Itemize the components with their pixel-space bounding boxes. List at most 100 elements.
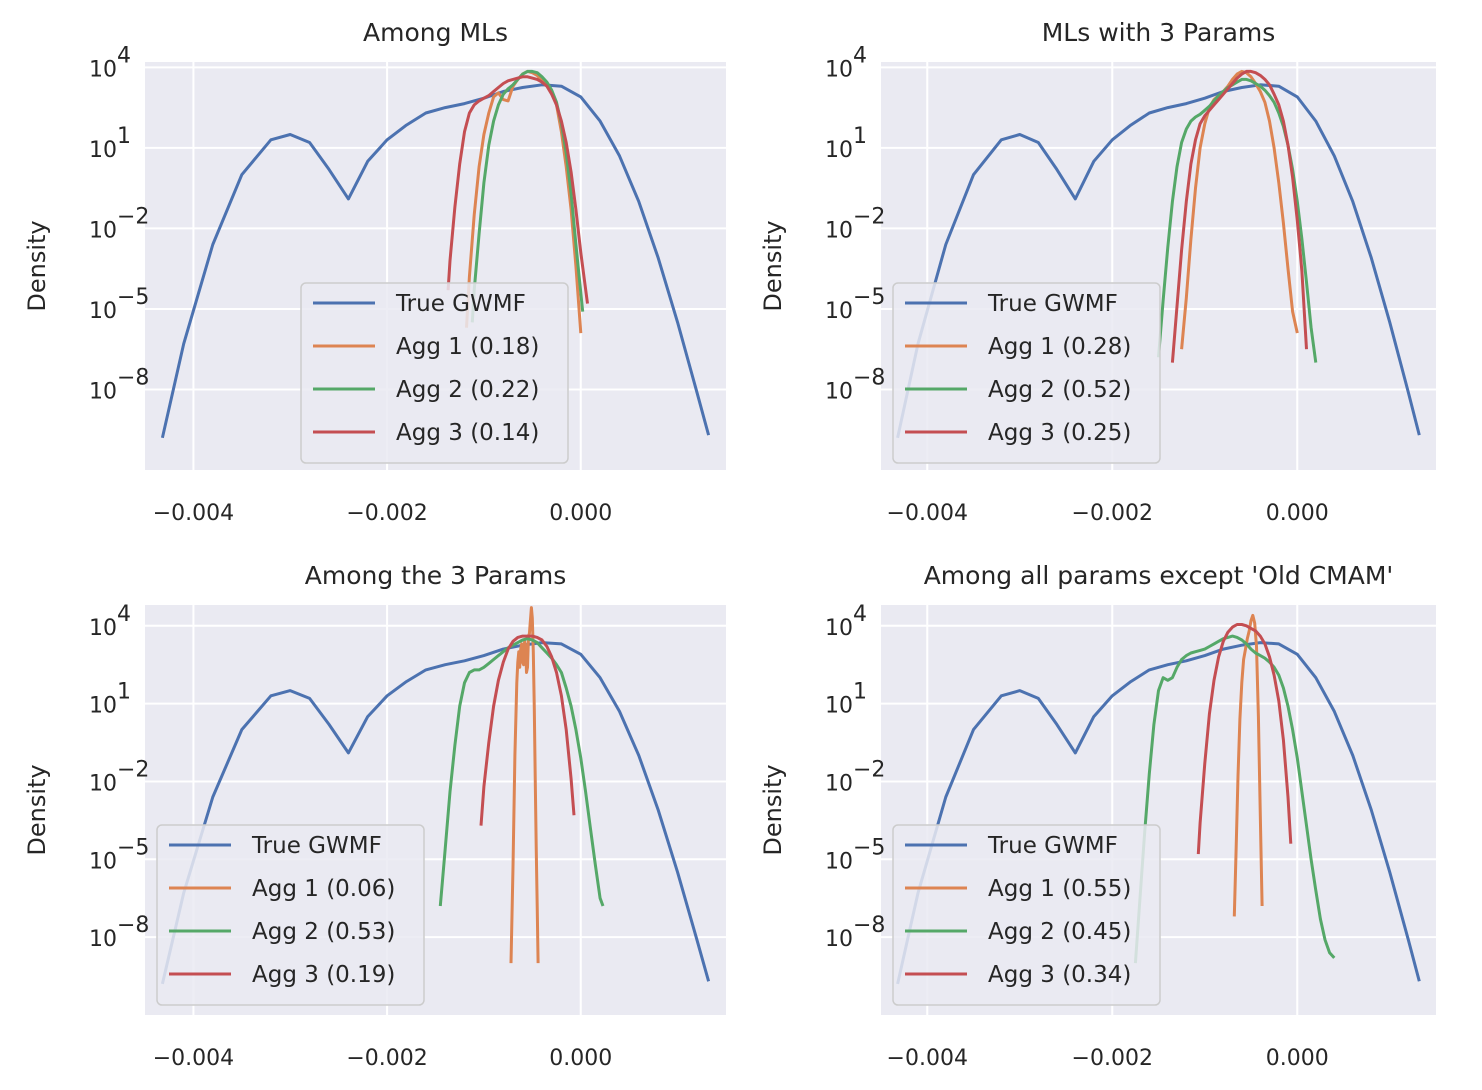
y-tick-label: 10 <box>89 218 117 243</box>
subplot-title: MLs with 3 Params <box>1042 18 1276 47</box>
y-tick-label: 10 <box>825 379 853 404</box>
x-tick-label: −0.004 <box>887 1046 968 1071</box>
legend-box <box>300 282 569 464</box>
legend-entry: Agg 3 (0.25) <box>988 420 1131 446</box>
y-axis-label: Density <box>759 764 787 855</box>
y-tick-exponent: 4 <box>853 602 867 627</box>
legend-entry: Agg 3 (0.34) <box>988 962 1131 988</box>
series-line-agg-3 <box>479 634 576 826</box>
y-tick-exponent: 4 <box>853 43 867 68</box>
x-tick-label: −0.004 <box>153 501 234 526</box>
y-tick-exponent: 1 <box>117 124 131 149</box>
y-axis-label: Density <box>759 220 787 311</box>
legend: True GWMF Agg 1 (0.28) Agg 2 (0.52) Agg 3 (… <box>892 282 1161 464</box>
y-tick-exponent: −5 <box>853 835 885 860</box>
subplot-title: Among the 3 Params <box>305 561 567 590</box>
x-tick-label: −0.002 <box>346 1046 427 1071</box>
x-tick-label: −0.004 <box>887 501 968 526</box>
legend: True GWMF Agg 1 (0.06) Agg 2 (0.53) Agg 3 (… <box>156 824 425 1006</box>
y-tick-label: 10 <box>89 694 117 719</box>
y-tick-exponent: −5 <box>853 285 885 310</box>
legend-entry: Agg 1 (0.55) <box>988 876 1131 902</box>
series-line-true-gwmf <box>160 641 711 985</box>
x-tick-label: 0.000 <box>549 501 612 526</box>
y-tick-exponent: −2 <box>117 757 149 782</box>
y-tick-label: 10 <box>825 771 853 796</box>
y-tick-exponent: −5 <box>117 285 149 310</box>
y-tick-label: 10 <box>89 379 117 404</box>
series-line-agg-1 <box>509 606 540 964</box>
legend-entry: Agg 2 (0.45) <box>988 919 1131 945</box>
y-tick-label: 10 <box>825 616 853 641</box>
y-tick-label: 10 <box>89 299 117 324</box>
subplot-title: Among all params except 'Old CMAM' <box>924 561 1394 590</box>
series-line-agg-3 <box>1196 623 1293 855</box>
y-tick-label: 10 <box>825 57 853 82</box>
legend-entry: Agg 1 (0.28) <box>988 334 1131 360</box>
series-line-true-gwmf <box>896 83 1421 439</box>
y-tick-label: 10 <box>89 771 117 796</box>
series-line-agg-3 <box>446 75 589 304</box>
y-tick-label: 10 <box>825 849 853 874</box>
legend-entry: True GWMF <box>987 833 1118 859</box>
y-tick-label: 10 <box>825 299 853 324</box>
y-tick-exponent: −8 <box>853 365 885 390</box>
y-tick-exponent: −8 <box>117 365 149 390</box>
y-axis-label: Density <box>23 220 51 311</box>
series-line-true-gwmf <box>896 641 1421 985</box>
y-tick-label: 10 <box>825 927 853 952</box>
y-tick-label: 10 <box>89 138 117 163</box>
legend-entry: True GWMF <box>395 291 526 317</box>
legend-entry: Agg 2 (0.22) <box>396 377 539 403</box>
y-tick-exponent: −2 <box>853 204 885 229</box>
x-tick-label: −0.002 <box>1072 501 1153 526</box>
x-tick-label: 0.000 <box>1266 501 1329 526</box>
legend-entry: Agg 2 (0.52) <box>988 377 1131 403</box>
y-tick-label: 10 <box>89 849 117 874</box>
y-tick-label: 10 <box>825 694 853 719</box>
y-tick-label: 10 <box>89 927 117 952</box>
legend-entry: Agg 1 (0.18) <box>396 334 539 360</box>
y-tick-exponent: 1 <box>853 680 867 705</box>
y-tick-exponent: 4 <box>117 43 131 68</box>
y-tick-exponent: −2 <box>117 204 149 229</box>
y-tick-exponent: −8 <box>853 913 885 938</box>
series-line-true-gwmf <box>160 83 711 439</box>
x-tick-label: −0.002 <box>346 501 427 526</box>
legend-entry: Agg 2 (0.53) <box>252 919 395 945</box>
series-line-agg-3 <box>1170 69 1308 363</box>
y-tick-label: 10 <box>825 138 853 163</box>
y-tick-exponent: 1 <box>853 124 867 149</box>
series-line-agg-1 <box>1232 613 1264 917</box>
y-tick-exponent: 1 <box>117 680 131 705</box>
legend-entry: Agg 3 (0.14) <box>396 420 539 446</box>
y-tick-label: 10 <box>825 218 853 243</box>
x-tick-label: −0.004 <box>153 1046 234 1071</box>
legend-box <box>156 824 425 1006</box>
legend-entry: Agg 1 (0.06) <box>252 876 395 902</box>
subplot-4: Among all params except 'Old CMAM' −0.004… <box>759 561 1436 1071</box>
series-line-agg-2 <box>1133 634 1336 964</box>
subplot-3: Among the 3 Params−0.004 −0.002 0.00010−81… <box>23 561 726 1071</box>
y-tick-label: 10 <box>89 57 117 82</box>
y-tick-exponent: 4 <box>117 602 131 627</box>
series-line-agg-1 <box>1180 69 1299 350</box>
legend: True GWMF Agg 1 (0.55) Agg 2 (0.45) Agg 3 (… <box>892 824 1161 1006</box>
subplot-title: Among MLs <box>363 18 508 47</box>
subplot-2: MLs with 3 Params−0.004 −0.002 0.00010−810… <box>759 18 1436 526</box>
legend: True GWMF Agg 1 (0.18) Agg 2 (0.22) Agg 3 (… <box>300 282 569 464</box>
legend-box <box>892 824 1161 1006</box>
y-axis-label: Density <box>23 764 51 855</box>
legend-entry: True GWMF <box>987 291 1118 317</box>
x-tick-label: 0.000 <box>549 1046 612 1071</box>
y-tick-label: 10 <box>89 616 117 641</box>
legend-entry: True GWMF <box>251 833 382 859</box>
y-tick-exponent: −2 <box>853 757 885 782</box>
legend-entry: Agg 3 (0.19) <box>252 962 395 988</box>
legend-box <box>892 282 1161 464</box>
x-tick-label: 0.000 <box>1266 1046 1329 1071</box>
x-tick-label: −0.002 <box>1072 1046 1153 1071</box>
y-tick-exponent: −8 <box>117 913 149 938</box>
y-tick-exponent: −5 <box>117 835 149 860</box>
